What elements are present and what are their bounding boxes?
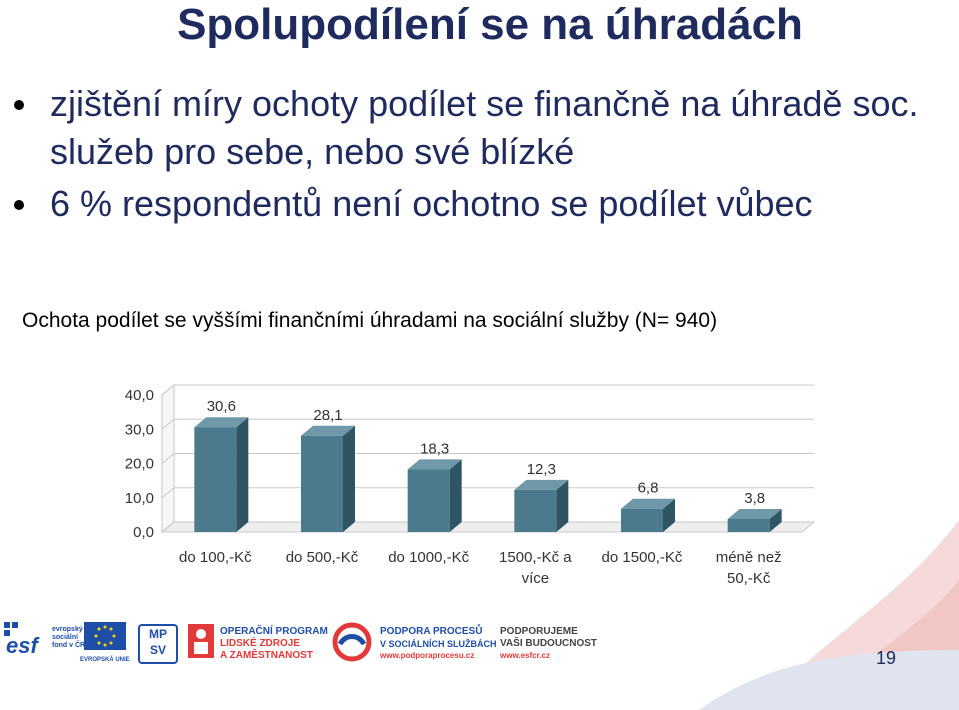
bar-side	[236, 417, 249, 532]
value-label: 12,3	[527, 461, 556, 478]
value-label: 6,8	[638, 480, 659, 497]
esf-caption-line: fond v ČR	[52, 642, 86, 649]
bar	[194, 427, 237, 532]
mpsv-logo: MP SV	[138, 624, 178, 664]
y-axis-ticks: 0,0 10,0 20,0 30,0 40,0	[125, 387, 154, 541]
bar	[514, 489, 557, 532]
esf-caption-line: evropský	[52, 626, 83, 633]
bullet-item: 6 % respondentů není ochotno se podílet …	[14, 180, 934, 228]
pvb-line: www.esfcr.cz	[500, 651, 550, 660]
y-tick-label: 30,0	[125, 421, 154, 438]
chart-bars	[194, 417, 782, 532]
chart-grid	[160, 383, 816, 534]
bar-side	[449, 459, 462, 532]
value-label: 30,6	[207, 398, 236, 415]
bar-side	[769, 508, 782, 532]
bar	[301, 435, 343, 532]
value-label: 28,1	[313, 407, 342, 424]
y-tick-label: 40,0	[125, 387, 154, 404]
podporujeme-caption: PODPORUJEME VAŠI BUDOUCNOST www.esfcr.cz	[500, 626, 597, 662]
esf-caption: evropský sociální fond v ČR	[52, 626, 85, 650]
bar	[407, 469, 450, 532]
bullet-list: zjištění míry ochoty podílet se finančně…	[14, 80, 934, 232]
x-tick-label: do 500,-Kč	[286, 549, 359, 566]
value-label: 3,8	[744, 490, 765, 507]
op-line: A ZAMĚSTNANOST	[220, 650, 313, 661]
pvb-line: VAŠI BUDOUCNOST	[500, 638, 598, 649]
pp-line: V SOCIÁLNÍCH SLUŽBÁCH	[380, 639, 497, 649]
esf-caption-line: sociální	[52, 634, 79, 641]
eu-caption: EVROPSKÁ UNIE	[80, 657, 130, 663]
grid-line	[161, 418, 814, 430]
chart-floor	[160, 521, 816, 533]
eu-flag-icon	[84, 622, 126, 650]
bar-side	[556, 479, 569, 532]
bullet-item: zjištění míry ochoty podílet se finančně…	[14, 80, 934, 176]
bullet-text: 6 % respondentů není ochotno se podílet …	[50, 183, 813, 224]
bar-chart: 0,010,020,030,040,0 30,628,118,312,36,83…	[125, 383, 816, 587]
value-label: 18,3	[420, 440, 449, 457]
pp-line: www.podporaprocesu.cz	[380, 651, 475, 660]
podpora-procesu-logo-icon	[332, 622, 372, 662]
esf-logo-icon	[2, 620, 50, 664]
op-caption: OPERAČNÍ PROGRAM LIDSKÉ ZDROJE A ZAMĚSTN…	[220, 626, 328, 662]
podpora-procesu-caption: PODPORA PROCESŮ V SOCIÁLNÍCH SLUŽBÁCH ww…	[380, 626, 497, 662]
op-line: LIDSKÉ ZDROJE	[220, 638, 301, 649]
bullet-dot-icon	[14, 200, 24, 210]
logo-strip: esf evropský sociální fond v ČR EVROPSKÁ…	[0, 612, 959, 672]
decorative-swoosh-icon	[699, 520, 959, 710]
bar	[621, 508, 663, 532]
bar-side	[343, 425, 355, 532]
bar-side	[663, 498, 675, 532]
pvb-line: PODPORUJEME	[500, 626, 578, 637]
grid-line	[161, 521, 814, 533]
chart-title: Ochota podílet se vyššími finančními úhr…	[22, 309, 718, 332]
mpsv-line: SV	[149, 643, 166, 657]
x-axis-ticks: do 100,-Kč do 500,-Kč do 1000,-Kč 1500,-Kč …	[179, 549, 782, 587]
bar	[727, 518, 770, 532]
bar-top	[727, 508, 782, 519]
op-logo-icon	[188, 624, 214, 658]
y-tick-label: 0,0	[133, 524, 154, 541]
slide-title: Spolupodílení se na úhradách	[177, 0, 803, 49]
bar-top	[621, 498, 675, 509]
x-tick-label: do 1500,-Kč	[602, 549, 683, 566]
y-tick-label: 10,0	[125, 490, 154, 507]
page-number: 19	[876, 648, 897, 668]
x-tick-label: do 100,-Kč	[179, 549, 252, 566]
bar-top	[407, 459, 462, 470]
bar-top	[301, 425, 355, 436]
x-tick-label: méně než 50,-Kč	[716, 549, 782, 587]
op-line: OPERAČNÍ PROGRAM	[220, 626, 328, 637]
grid-line	[161, 384, 814, 396]
x-tick-label: 1500,-Kč a více	[499, 549, 572, 587]
grid-line	[161, 453, 814, 464]
grid-line	[161, 487, 814, 499]
bullet-dot-icon	[14, 100, 24, 110]
mpsv-line: MP	[149, 627, 167, 641]
bar-top	[194, 417, 249, 428]
pp-line: PODPORA PROCESŮ	[380, 626, 483, 637]
x-tick-label: do 1000,-Kč	[388, 549, 469, 566]
y-tick-label: 20,0	[125, 456, 154, 473]
bullet-text: zjištění míry ochoty podílet se finančně…	[50, 83, 919, 172]
value-labels: 30,6 28,1 18,3 12,3 6,8 3,8	[207, 398, 765, 507]
esf-logo-text: esf	[6, 633, 38, 658]
bar-top	[514, 479, 569, 490]
